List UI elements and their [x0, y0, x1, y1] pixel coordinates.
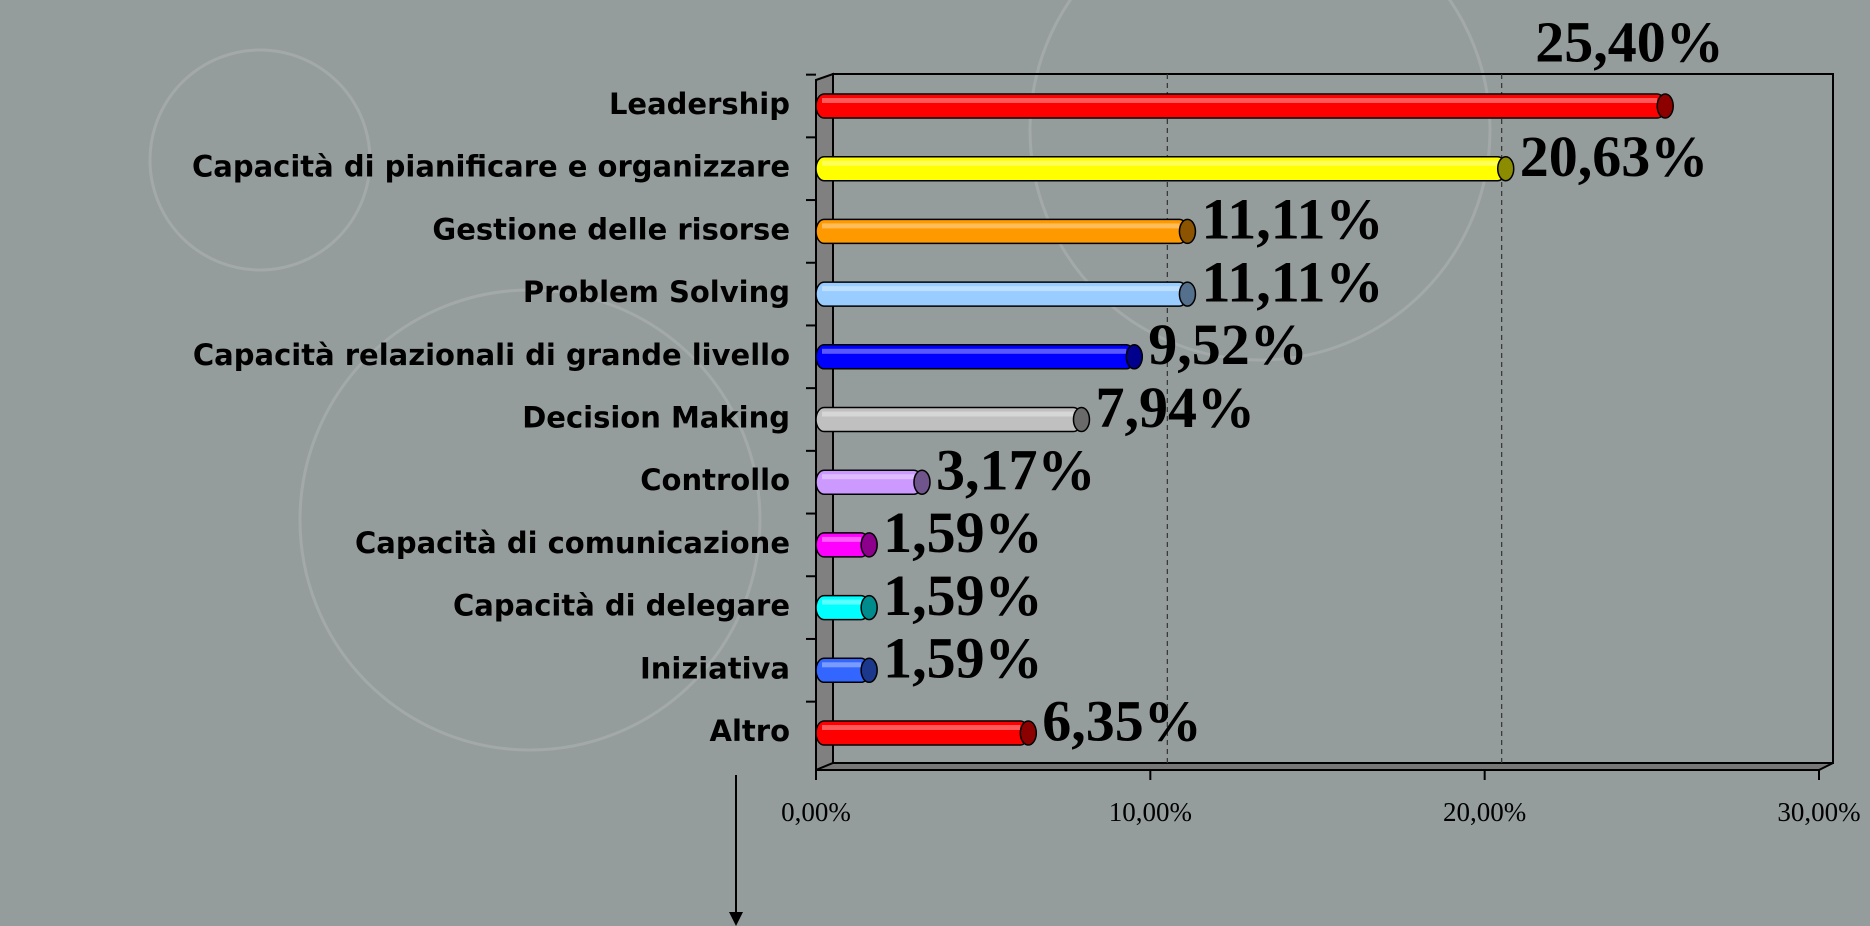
category-label: Capacità relazionali di grande livello — [193, 338, 790, 372]
category-label: Gestione delle risorse — [432, 212, 790, 246]
category-label: Altro — [710, 714, 790, 748]
value-label: 9,52% — [1148, 312, 1308, 377]
bar-cap — [860, 594, 878, 621]
value-label: 7,94% — [1095, 375, 1255, 440]
bar-highlight — [822, 474, 914, 480]
bar — [815, 155, 1507, 182]
bar-cap — [860, 532, 878, 558]
category-label: Iniziativa — [640, 651, 790, 685]
bar-highlight — [822, 223, 1180, 229]
floor — [815, 762, 1834, 771]
bar-cap — [1019, 720, 1038, 746]
bar-cap — [1496, 155, 1515, 182]
bar — [815, 218, 1189, 245]
category-label: Capacità di comunicazione — [355, 526, 790, 560]
bar — [815, 344, 1136, 370]
x-tick-label: 0,00% — [781, 797, 851, 827]
bar-highlight — [822, 160, 1498, 166]
category-label: Decision Making — [522, 401, 790, 435]
value-label: 1,59% — [883, 563, 1042, 628]
value-label: 1,59% — [883, 626, 1042, 691]
bar-highlight — [822, 286, 1180, 292]
x-tick-label: 20,00% — [1443, 797, 1526, 827]
category-label: Controllo — [640, 463, 790, 497]
bar-highlight — [822, 725, 1021, 730]
bar-highlight — [822, 599, 862, 605]
bar — [815, 720, 1030, 746]
bar — [815, 281, 1189, 307]
category-label: Problem Solving — [523, 275, 790, 309]
bar-cap — [1125, 344, 1144, 370]
x-tick-label: 10,00% — [1109, 797, 1192, 827]
bar-cap — [1072, 406, 1091, 433]
bar-cap — [913, 469, 931, 495]
value-label: 25,40% — [1535, 9, 1724, 74]
value-label: 11,11% — [1201, 187, 1383, 252]
value-label: 11,11% — [1201, 249, 1383, 314]
bar-highlight — [822, 662, 862, 668]
value-label: 3,17% — [936, 438, 1096, 503]
category-label: Capacità di pianificare e organizzare — [192, 150, 790, 184]
bar-highlight — [822, 98, 1658, 103]
x-tick-label: 30,00% — [1777, 797, 1860, 827]
category-label: Leadership — [609, 87, 790, 121]
bar-highlight — [822, 348, 1127, 354]
value-label: 1,59% — [883, 500, 1042, 565]
bar-cap — [860, 657, 878, 684]
bar — [815, 469, 923, 495]
arrow-head — [729, 912, 743, 926]
value-label: 20,63% — [1520, 124, 1709, 189]
value-label: 6,35% — [1042, 688, 1202, 753]
bar-highlight — [822, 536, 862, 542]
background-decoration — [148, 0, 1492, 752]
bar-cap — [1178, 218, 1197, 245]
bar-cap — [1656, 93, 1674, 119]
bar-highlight — [822, 411, 1074, 417]
bar — [815, 406, 1083, 433]
bar — [815, 93, 1666, 119]
category-label: Capacità di delegare — [453, 589, 790, 623]
bar-cap — [1178, 281, 1197, 307]
